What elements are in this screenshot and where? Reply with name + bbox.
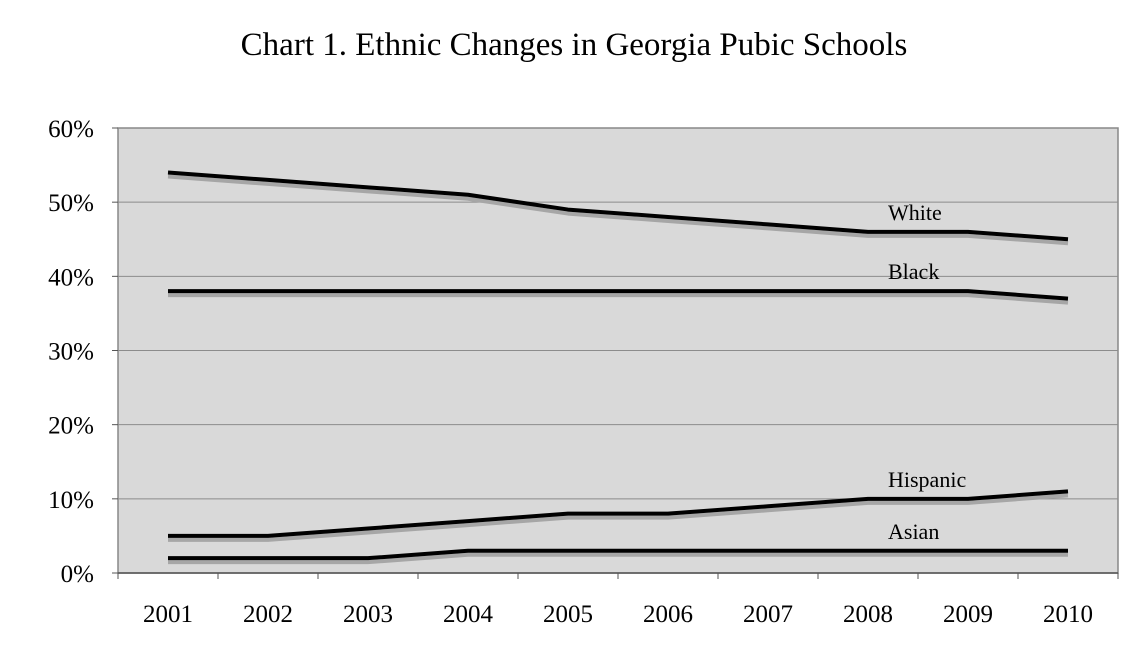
y-tick-label: 10%	[48, 487, 94, 514]
x-tick-label: 2007	[743, 601, 793, 628]
x-tick-label: 2004	[443, 601, 494, 628]
series-line-black	[168, 289, 1069, 301]
x-tick-label: 2009	[943, 601, 993, 628]
x-tick-label: 2010	[1043, 601, 1093, 628]
series-shadow-white	[167, 174, 1069, 246]
y-tick-label: 30%	[48, 339, 94, 366]
series-shadow-hispanic	[168, 493, 1069, 542]
series-line-hispanic	[168, 489, 1069, 538]
series-lines	[167, 170, 1069, 565]
series-shadow-black	[168, 293, 1069, 305]
x-tick-label: 2005	[543, 601, 593, 628]
x-tick-label: 2002	[243, 601, 293, 628]
series-line-asian	[168, 548, 1068, 561]
y-tick-label: 40%	[48, 264, 94, 291]
x-tick-label: 2003	[343, 601, 393, 628]
series-shadow-asian	[168, 552, 1068, 565]
series-line-white	[167, 170, 1069, 242]
x-tick-label: 2008	[843, 601, 893, 628]
x-tick-label: 2006	[643, 601, 693, 628]
y-tick-label: 0%	[61, 561, 94, 588]
y-tick-label: 60%	[48, 116, 94, 143]
y-tick-label: 50%	[48, 190, 94, 217]
series-label-asian: Asian	[888, 519, 939, 544]
chart-title: Chart 1. Ethnic Changes in Georgia Pubic…	[241, 27, 908, 63]
series-labels: White Black Hispanic Asian	[888, 200, 966, 544]
y-tick-label: 20%	[48, 413, 94, 440]
x-tick-label: 2001	[143, 601, 193, 628]
axes: 0% 10% 20% 30% 40% 50% 60% 2001 2002 2003 2004 2005…	[48, 116, 1119, 628]
series-label-hispanic: Hispanic	[888, 467, 966, 492]
series-label-white: White	[888, 200, 942, 225]
series-label-black: Black	[888, 259, 939, 284]
